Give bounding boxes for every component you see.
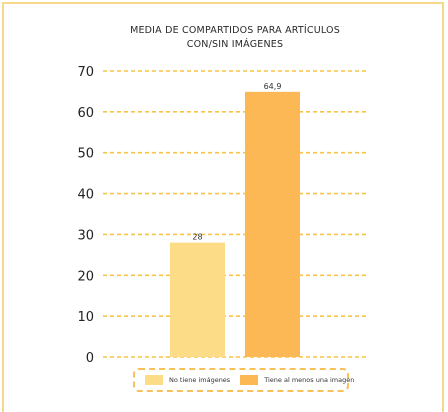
bar-no-images xyxy=(170,242,225,357)
bar-chart: 0 10 20 30 40 50 60 70 28 64,9 xyxy=(77,65,368,366)
legend-label-with-images: Tiene al menos una imagen xyxy=(264,376,355,384)
legend-swatch-with-images xyxy=(240,375,259,385)
legend-item-with-images: Tiene al menos una imagen xyxy=(240,375,354,385)
y-tick-label-0: 0 xyxy=(86,351,94,366)
chart-title-line-1: MEDIA DE COMPARTIDOS PARA ARTÍCULOS xyxy=(130,25,340,36)
bar-with-images xyxy=(245,91,300,357)
y-tick-label-60: 60 xyxy=(77,106,94,121)
y-tick-label-70: 70 xyxy=(77,65,94,80)
y-tick-label-50: 50 xyxy=(77,147,94,162)
legend: No tiene imágenes Tiene al menos una ima… xyxy=(133,368,354,392)
y-tick-label-10: 10 xyxy=(77,310,94,325)
legend-item-no-images: No tiene imágenes xyxy=(145,375,230,385)
y-tick-label-30: 30 xyxy=(77,228,94,243)
legend-swatch-no-images xyxy=(145,375,163,385)
chart-title: MEDIA DE COMPARTIDOS PARA ARTÍCULOS CON/… xyxy=(70,24,400,52)
chart-title-line-2: CON/SIN IMÁGENES xyxy=(186,39,284,50)
y-tick-label-40: 40 xyxy=(77,188,94,203)
y-tick-label-20: 20 xyxy=(77,269,94,284)
legend-label-no-images: No tiene imágenes xyxy=(169,376,231,384)
data-label-no-images: 28 xyxy=(192,233,202,242)
data-label-with-images: 64,9 xyxy=(264,82,282,91)
